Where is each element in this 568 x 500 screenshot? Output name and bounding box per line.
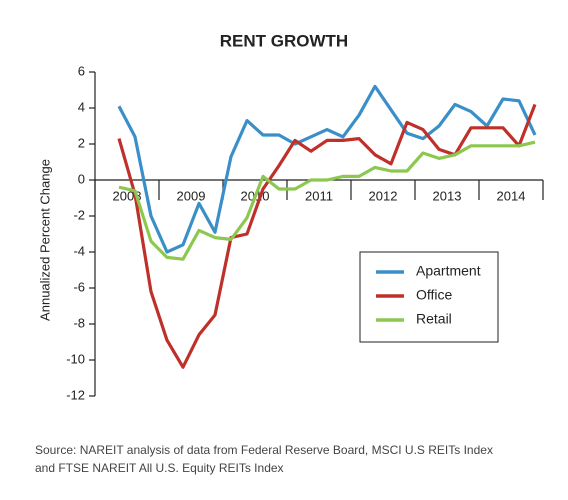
legend-label: Apartment	[416, 263, 481, 279]
y-tick-label: -8	[73, 315, 85, 330]
y-tick-label: -4	[73, 243, 85, 258]
y-tick-label: -10	[66, 351, 85, 366]
y-tick-label: -12	[66, 387, 85, 402]
y-tick-label: 6	[78, 63, 85, 78]
y-tick-label: 0	[78, 171, 85, 186]
source: and FTSE NAREIT All U.S. Equity REITs In…	[35, 461, 284, 475]
source: Source: NAREIT analysis of data from Fed…	[35, 443, 493, 457]
series-line	[118, 140, 536, 261]
y-tick-label: -6	[73, 279, 85, 294]
y-tick-label: 2	[78, 135, 85, 150]
series-line	[117, 84, 537, 254]
x-tick-label: 2013	[433, 188, 462, 203]
chart-title: RENT GROWTH	[220, 31, 348, 50]
y-axis-label: Annualized Percent Change	[37, 159, 52, 321]
legend-label: Office	[416, 287, 453, 303]
x-tick-label: 2009	[177, 188, 206, 203]
x-tick-label: 2012	[369, 188, 398, 203]
legend-label: Retail	[416, 311, 452, 327]
x-tick-label: 2014	[497, 188, 526, 203]
series-line	[117, 103, 537, 369]
y-tick-label: 4	[78, 99, 85, 114]
x-tick-label: 2011	[305, 188, 333, 203]
y-tick-label: -2	[73, 207, 85, 222]
